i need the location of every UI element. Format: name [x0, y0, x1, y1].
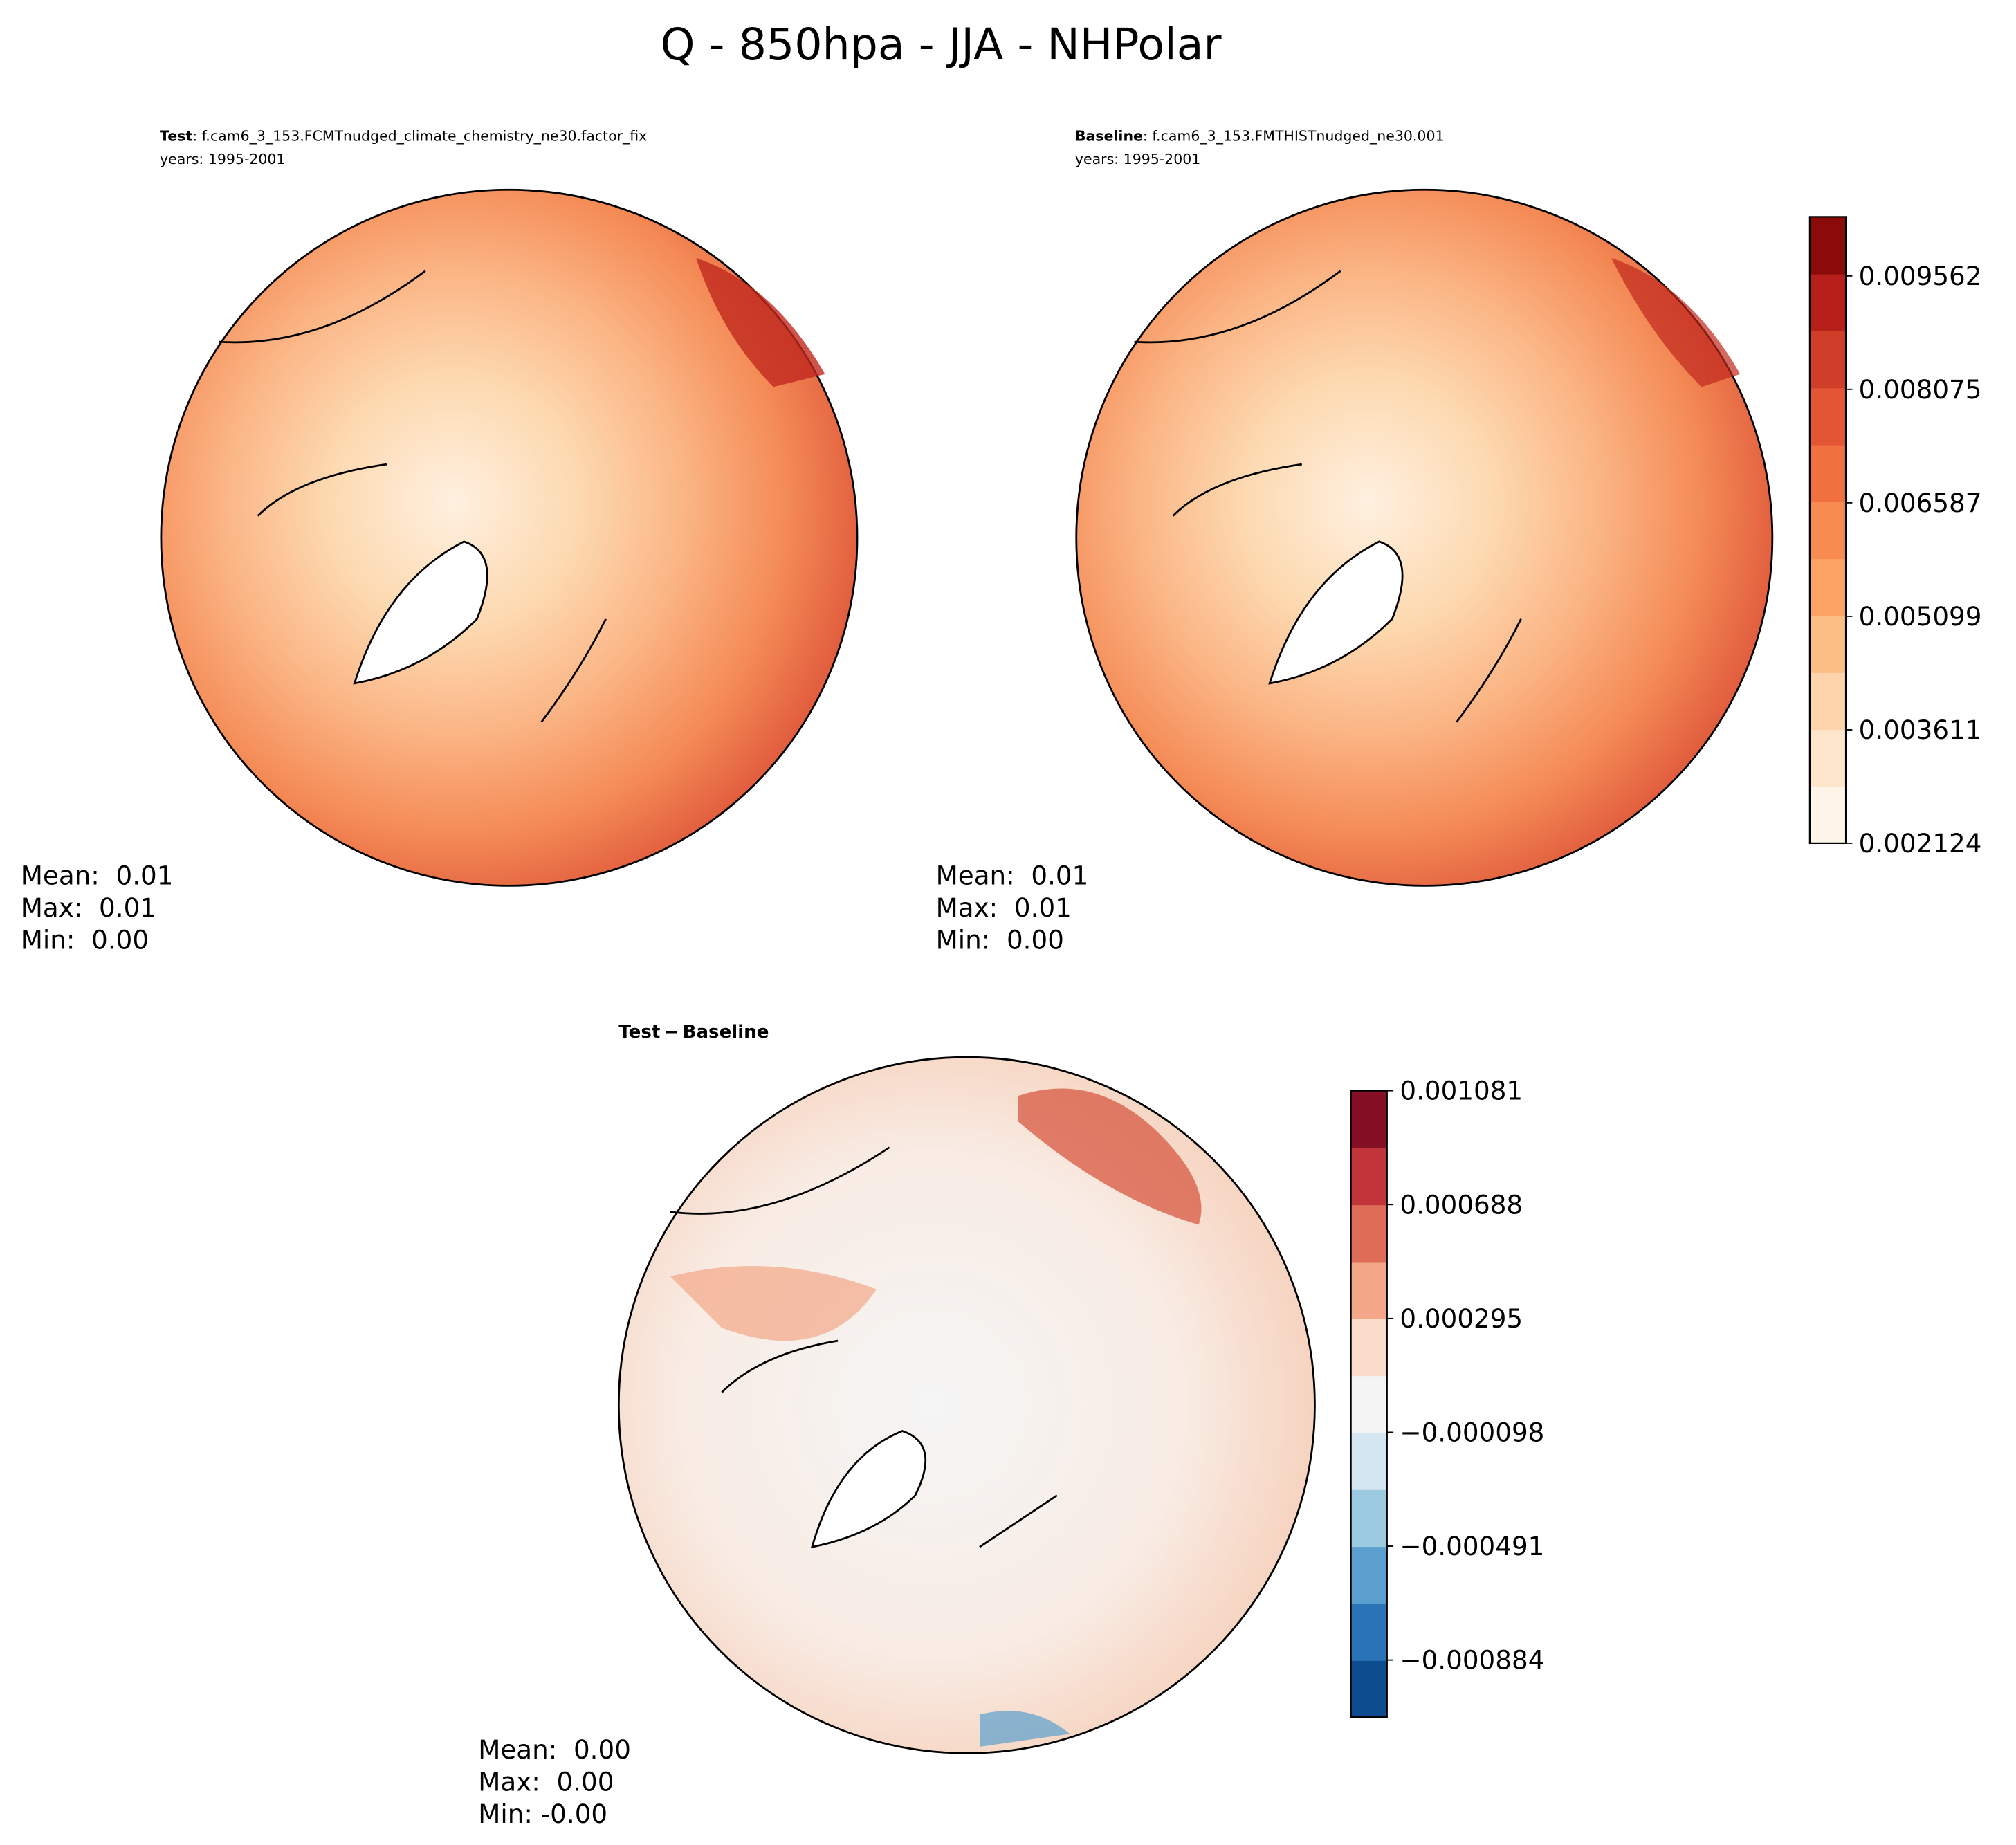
colorbar-bin	[1350, 1147, 1387, 1206]
colorbar-bin	[1809, 502, 1847, 560]
colorbar-tick-label: 0.003611	[1859, 715, 1982, 745]
colorbar-tick-label: 0.001081	[1400, 1076, 1523, 1106]
colorbar-tick-label: 0.000688	[1400, 1189, 1523, 1220]
colorbar-bin	[1350, 1546, 1387, 1604]
label-rest: : f.cam6_3_153.FMTHISTnudged_ne30.001	[1143, 127, 1445, 144]
colorbar-frame	[1808, 216, 1847, 845]
colorbar-tick-label: −0.000491	[1400, 1531, 1544, 1561]
colorbar-bin	[1350, 1660, 1387, 1718]
label-bold: Test	[160, 127, 192, 144]
colorbar-bin	[1809, 615, 1847, 673]
colorbar-bin	[1809, 331, 1847, 389]
stat: Mean: 0.01	[936, 861, 1089, 891]
colorbar-tick-label: 0.006587	[1859, 488, 1982, 518]
stat: Max: 0.00	[478, 1766, 614, 1797]
colorbar-bin	[1809, 444, 1847, 502]
colorbar-tick-label: −0.000884	[1400, 1645, 1544, 1676]
colorbar-bin	[1350, 1375, 1387, 1433]
panel-label: Baseline: f.cam6_3_153.FMTHISTnudged_ne3…	[1075, 127, 1445, 144]
colorbar-bin	[1350, 1090, 1387, 1148]
colorbar-bin	[1809, 672, 1847, 731]
colorbar-tick-label: 0.000295	[1400, 1303, 1523, 1334]
colorbar-tick-label: −0.000098	[1400, 1417, 1544, 1447]
panel-label: Test: f.cam6_3_153.FCMTnudged_climate_ch…	[160, 127, 647, 144]
map	[1075, 188, 1774, 887]
colorbar-frame	[1350, 1090, 1388, 1718]
figure-title: Q - 850hpa - JJA - NHPolar	[661, 19, 1222, 70]
stat: Min: 0.00	[21, 925, 149, 955]
stat: Max: 0.01	[936, 892, 1072, 923]
panel-label: Test − Baseline	[618, 1022, 769, 1043]
colorbar-tick-label: 0.008075	[1859, 374, 1982, 405]
map	[160, 188, 859, 887]
colorbar-tick-label: 0.005099	[1859, 601, 1982, 632]
colorbar-bin	[1809, 558, 1847, 616]
label-rest: : f.cam6_3_153.FCMTnudged_climate_chemis…	[192, 127, 647, 144]
colorbar-bin	[1350, 1489, 1387, 1548]
colorbar-bin	[1809, 217, 1847, 275]
colorbar-tick-label: 0.009562	[1859, 261, 1982, 291]
panel-years: years: 1995-2001	[160, 151, 285, 167]
colorbar-bin	[1809, 786, 1847, 844]
map	[617, 1056, 1316, 1754]
colorbar-bin	[1350, 1204, 1387, 1263]
colorbar-bin	[1809, 273, 1847, 331]
colorbar-bin	[1350, 1318, 1387, 1377]
colorbars: 0.002124 0.003611 0.005099 0.006587 0.008075…	[1350, 216, 1982, 1718]
stat: Max: 0.01	[21, 892, 156, 923]
panel-years: years: 1995-2001	[1075, 151, 1200, 167]
colorbar-bin	[1809, 387, 1847, 446]
stat: Mean: 0.00	[478, 1734, 631, 1765]
colorbar-bin	[1350, 1603, 1387, 1661]
stat: Min: 0.00	[936, 925, 1064, 955]
stat: Min: -0.00	[478, 1799, 607, 1829]
colorbar-tick-label: 0.002124	[1859, 828, 1982, 859]
stat: Mean: 0.01	[21, 861, 174, 891]
colorbar-bin	[1350, 1432, 1387, 1490]
label-bold: Baseline	[1075, 127, 1143, 144]
colorbar-bin	[1350, 1261, 1387, 1319]
colorbar-bin	[1809, 729, 1847, 787]
